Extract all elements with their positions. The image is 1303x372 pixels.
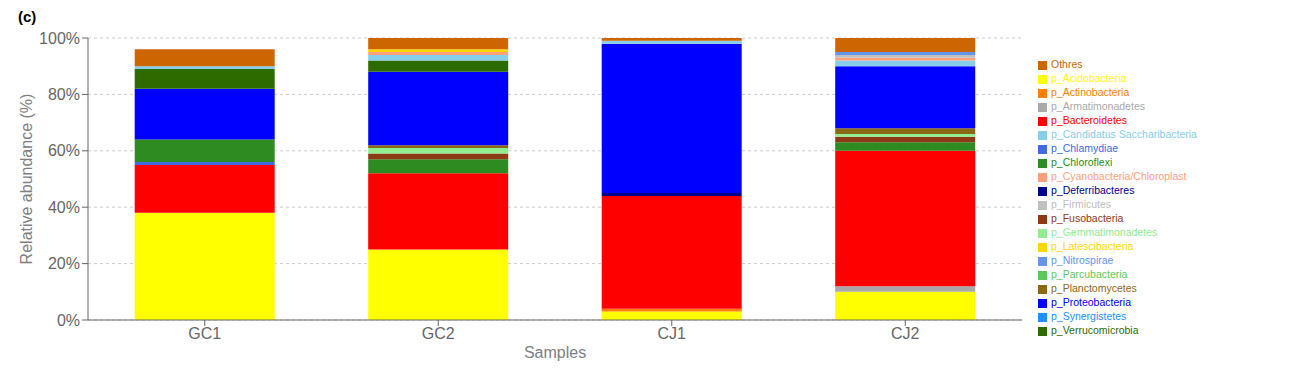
html-text:p_Actinobacteria: p_Actinobacteria xyxy=(1051,86,1130,98)
svg-text:60%: 60% xyxy=(48,142,80,159)
svg-text:0%: 0% xyxy=(57,312,80,329)
html-text:p_Bacteroidetes: p_Bacteroidetes xyxy=(1051,114,1127,126)
svg-text:20%: 20% xyxy=(48,255,80,272)
svg-text:80%: 80% xyxy=(48,86,80,103)
html-text:p_Verrucomicrobia: p_Verrucomicrobia xyxy=(1051,324,1139,336)
html-text:p_Chlamydiae: p_Chlamydiae xyxy=(1051,142,1119,154)
svg-text:Samples: Samples xyxy=(524,344,586,361)
svg-text:100%: 100% xyxy=(39,30,80,47)
html-text:p_Armatimonadetes: p_Armatimonadetes xyxy=(1051,100,1145,112)
html-text:p_Synergistetes: p_Synergistetes xyxy=(1051,310,1127,322)
html-text:p_Fusobacteria: p_Fusobacteria xyxy=(1051,212,1124,224)
svg-text:CJ2: CJ2 xyxy=(891,325,920,342)
html-text:p_Cyanobacteria/Chloroplast: p_Cyanobacteria/Chloroplast xyxy=(1051,170,1187,182)
svg-text:CJ1: CJ1 xyxy=(658,325,687,342)
html-text:p_Gemmatimonadetes: p_Gemmatimonadetes xyxy=(1051,226,1158,238)
html-text:p_Parcubacteria: p_Parcubacteria xyxy=(1051,268,1128,280)
html-text:p_Candidatus Saccharibacteria: p_Candidatus Saccharibacteria xyxy=(1051,128,1197,140)
html-text:p_Latescibacteria: p_Latescibacteria xyxy=(1051,240,1134,252)
html-text:p_Nitrospirae: p_Nitrospirae xyxy=(1051,254,1114,266)
html-text:p_Planctomycetes: p_Planctomycetes xyxy=(1051,282,1137,294)
svg-text:GC2: GC2 xyxy=(422,325,455,342)
html-text:p_Chloroflexi: p_Chloroflexi xyxy=(1051,156,1113,168)
svg-text:Relative abundance (%): Relative abundance (%) xyxy=(18,94,35,265)
svg-text:GC1: GC1 xyxy=(188,325,221,342)
html-text:(c): (c) xyxy=(18,8,37,25)
html-text:Othres: Othres xyxy=(1051,58,1083,70)
html-text:p_Firmicutes: p_Firmicutes xyxy=(1051,198,1112,210)
html-text:p_Acidobacteria: p_Acidobacteria xyxy=(1051,72,1127,84)
html-text:p_Deferribacteres: p_Deferribacteres xyxy=(1051,184,1135,196)
svg-text:40%: 40% xyxy=(48,199,80,216)
html-text:p_Proteobacteria: p_Proteobacteria xyxy=(1051,296,1131,308)
